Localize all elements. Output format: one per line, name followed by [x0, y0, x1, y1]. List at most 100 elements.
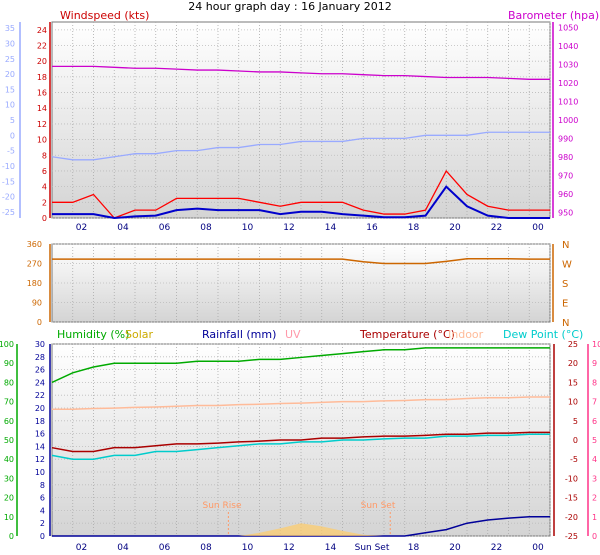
- far-left-tick-label: 15: [5, 85, 15, 94]
- x-tick-label: 02: [76, 543, 87, 553]
- humidity-tick-label: 100: [0, 340, 14, 349]
- x-tick-label: 20: [449, 223, 461, 233]
- humidity-tick-label: 30: [4, 474, 14, 483]
- baro-tick-label: 1000: [558, 116, 578, 125]
- dir-tick-label: 270: [27, 260, 42, 269]
- humidity-tick-label: 40: [4, 455, 14, 464]
- humidity-tick-label: 60: [4, 417, 14, 426]
- rain-tick-label: 10: [35, 468, 45, 477]
- baro-tick-label: 960: [558, 190, 573, 199]
- x-tick-label: 18: [408, 223, 420, 233]
- wind-tick-label: 20: [37, 57, 47, 66]
- compass-label: S: [562, 279, 568, 290]
- humidity-tick-label: 80: [4, 378, 14, 387]
- plot-area-1: [51, 21, 551, 219]
- x-tick-label: 06: [159, 223, 171, 233]
- legend-indoor: Indoor: [448, 328, 484, 341]
- x-tick-label: 10: [242, 543, 254, 553]
- baro-tick-label: 1050: [558, 24, 578, 33]
- far-left-tick-label: -15: [2, 177, 15, 186]
- temp-tick-label: 20: [568, 359, 578, 368]
- wind-tick-label: 14: [37, 104, 47, 113]
- rain-tick-label: 2: [40, 519, 45, 528]
- legend-temperature: Temperature (°C): [359, 328, 455, 341]
- humidity-tick-label: 70: [4, 398, 14, 407]
- series-temperature-f-: [51, 131, 550, 161]
- wind-tick-label: 22: [37, 42, 47, 51]
- baro-tick-label: 1010: [558, 98, 578, 107]
- x-tick-label: 18: [408, 543, 420, 553]
- baro-tick-label: 1030: [558, 61, 578, 70]
- x-tick-label: Sun Set: [355, 543, 390, 553]
- far-left-tick-label: 10: [5, 101, 15, 110]
- legend-dewpoint: Dew Point (°C): [503, 328, 583, 341]
- baro-tick-label: 950: [558, 208, 573, 217]
- far-left-tick-label: 0: [10, 131, 15, 140]
- uv-tick-label: 7: [592, 398, 597, 407]
- x-tick-label: 10: [242, 223, 254, 233]
- x-tick-label: 02: [76, 223, 87, 233]
- rain-tick-label: 16: [35, 430, 45, 439]
- dir-tick-label: 180: [27, 279, 42, 288]
- rain-tick-label: 20: [35, 404, 45, 413]
- dir-tick-label: 0: [37, 318, 42, 327]
- baro-tick-label: 1020: [558, 79, 578, 88]
- x-tick-label: 00: [532, 223, 544, 233]
- uv-tick-label: 2: [592, 494, 597, 503]
- compass-label: N: [562, 318, 569, 329]
- wind-tick-label: 18: [37, 73, 47, 82]
- rain-tick-label: 18: [35, 417, 45, 426]
- series-windspeed-kts-: [52, 185, 550, 220]
- rain-tick-label: 0: [40, 532, 45, 541]
- x-tick-label: 20: [449, 543, 461, 553]
- uv-tick-label: 8: [592, 378, 597, 387]
- annotation-sun-rise: Sun Rise: [203, 501, 242, 511]
- x-tick-label: 22: [491, 223, 502, 233]
- temp-tick-label: 10: [568, 398, 578, 407]
- wind-tick-label: 10: [37, 136, 47, 145]
- rain-tick-label: 4: [40, 506, 45, 515]
- far-left-tick-label: 25: [5, 55, 15, 64]
- wind-tick-label: 0: [42, 214, 47, 223]
- far-left-tick-label: -5: [7, 147, 15, 156]
- uv-tick-label: 10: [592, 340, 600, 349]
- baro-tick-label: 980: [558, 153, 573, 162]
- chart-title: 24 hour graph day : 16 January 2012: [188, 0, 392, 13]
- far-left-tick-label: 30: [5, 39, 15, 48]
- x-tick-label: 06: [159, 543, 171, 553]
- rain-tick-label: 30: [35, 340, 45, 349]
- uv-tick-label: 0: [592, 532, 597, 541]
- legend-solar: Solar: [125, 328, 154, 341]
- temp-tick-label: -5: [570, 455, 578, 464]
- rain-tick-label: 12: [35, 455, 45, 464]
- x-tick-label: 12: [283, 543, 294, 553]
- x-tick-label: 04: [117, 223, 129, 233]
- series-solar: [52, 523, 550, 536]
- wind-tick-label: 8: [42, 151, 47, 160]
- rain-tick-label: 24: [35, 378, 45, 387]
- uv-tick-label: 1: [592, 513, 597, 522]
- far-left-tick-label: -20: [2, 193, 15, 202]
- temp-tick-label: -20: [565, 513, 578, 522]
- x-tick-label: 04: [117, 543, 129, 553]
- x-tick-label: 12: [283, 223, 294, 233]
- dir-tick-label: 360: [27, 240, 42, 249]
- uv-tick-label: 3: [592, 474, 597, 483]
- series-indoor: [52, 396, 550, 411]
- baro-tick-label: 1040: [558, 42, 578, 51]
- humidity-tick-label: 0: [9, 532, 14, 541]
- wind-tick-label: 6: [42, 167, 47, 176]
- x-tick-label: 14: [325, 223, 337, 233]
- far-left-tick-label: 5: [10, 116, 15, 125]
- wind-tick-label: 16: [37, 89, 47, 98]
- series-humidity-: [51, 347, 550, 384]
- rain-tick-label: 26: [35, 366, 45, 375]
- rain-tick-label: 6: [40, 494, 45, 503]
- far-left-tick-label: 20: [5, 70, 15, 79]
- legend-barometer: Barometer (hpa): [508, 9, 599, 22]
- legend-rainfall: Rainfall (mm): [202, 328, 276, 341]
- legend-humidity: Humidity (%): [57, 328, 129, 341]
- x-tick-label: 08: [200, 543, 212, 553]
- x-tick-label: 08: [200, 223, 212, 233]
